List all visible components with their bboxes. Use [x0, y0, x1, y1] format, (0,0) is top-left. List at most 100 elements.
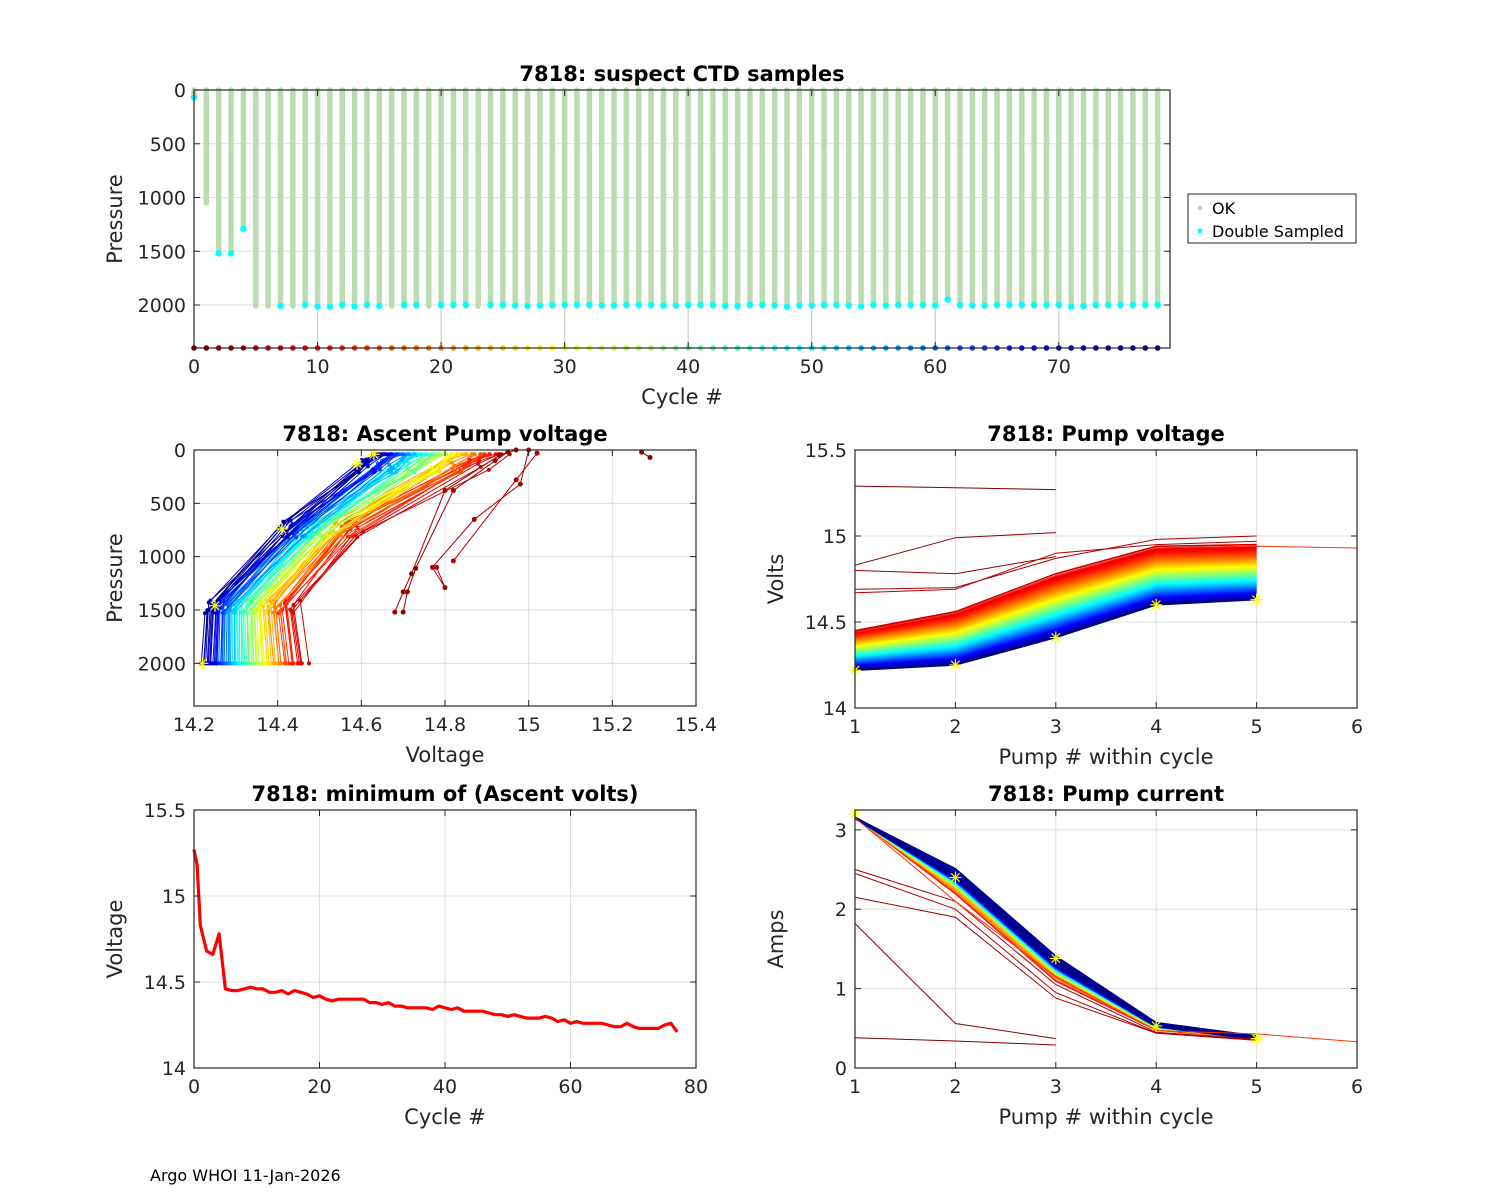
star-marker: [1250, 1032, 1263, 1045]
min-voltage-line: [192, 849, 679, 1033]
cycle-point: [224, 661, 229, 666]
double-sampled-point: [1006, 301, 1013, 309]
cycle-point: [251, 661, 256, 666]
cycle-point: [487, 452, 492, 457]
double-sampled-point: [1092, 301, 1100, 309]
cycle-point: [273, 661, 278, 666]
cycle-point: [213, 610, 218, 615]
cycle-point: [412, 452, 417, 457]
double-sampled-point: [647, 301, 655, 309]
double-sampled-point: [709, 301, 717, 309]
y-tick-label: 500: [150, 493, 186, 515]
cycle-point: [437, 452, 442, 457]
cycle-point: [208, 598, 213, 603]
double-sampled-point: [240, 225, 247, 232]
y-tick-label: 15: [162, 886, 186, 908]
star-stroke: [277, 524, 287, 534]
early-cycle-point: [496, 452, 502, 458]
cycle-point: [300, 534, 305, 539]
cycle-point: [280, 533, 285, 538]
double-sampled-point: [1018, 301, 1025, 309]
double-sampled-point: [339, 301, 346, 309]
cycle-point: [464, 452, 469, 457]
axes-pump-voltage: 1 2 3 4 5 6 14 14.5 15 15.5 7818: Pump voltage Pump…: [764, 422, 1363, 769]
double-sampled-point: [524, 302, 531, 310]
double-sampled-point: [623, 301, 630, 309]
cycle-point: [418, 452, 423, 457]
cycle-point: [486, 467, 491, 472]
cycle-point: [437, 469, 442, 474]
cycle-point: [238, 610, 243, 615]
double-sampled-point: [870, 301, 877, 309]
double-sampled-point: [722, 302, 729, 310]
cycle-point: [298, 661, 303, 666]
y-tick-label: 1000: [138, 547, 186, 569]
star-stroke: [1051, 632, 1061, 643]
x-axis-label: Cycle #: [404, 1105, 486, 1129]
double-sampled-point: [598, 302, 605, 309]
axes-ascent-pump-voltage: 14.2 14.4 14.6 14.8 15 15.2 15.4 0 500 1000 1500 20…: [103, 422, 717, 767]
cycle-point: [257, 661, 262, 666]
plot-content: [192, 849, 679, 1033]
x-tick-label: 15.2: [591, 714, 633, 736]
x-tick-label: 1: [849, 716, 861, 738]
double-sampled-point: [944, 296, 951, 303]
early-cycle-line: [854, 535, 1257, 590]
cycle-point: [291, 661, 296, 666]
legend-box: [1187, 193, 1357, 244]
early-cycle-line: [394, 449, 517, 613]
y-tick-label: 15: [823, 526, 847, 548]
double-sampled-point: [462, 301, 469, 309]
double-sampled-point: [919, 301, 927, 309]
x-tick-label: 60: [558, 1076, 582, 1098]
cycle-line: [854, 543, 1257, 632]
double-sampled-point: [1154, 301, 1161, 309]
double-sampled-point: [1080, 302, 1087, 310]
early-cycle-line: [854, 556, 1056, 575]
chart-title: 7818: Ascent Pump voltage: [282, 422, 607, 446]
double-sampled-point: [993, 301, 1001, 309]
legend-double-sampled-label: Double Sampled: [1212, 222, 1344, 241]
double-sampled-point: [969, 302, 976, 309]
cycle-point: [291, 611, 296, 616]
y-tick-label: 15.5: [144, 800, 186, 822]
x-tick-label: 1: [849, 1076, 861, 1098]
cycle-point: [448, 452, 453, 457]
x-tick-label: 0: [188, 356, 200, 378]
x-tick-label: 15: [517, 714, 541, 736]
x-tick-label: 2: [949, 1076, 961, 1098]
y-tick-label: 1500: [138, 241, 186, 263]
plot-content: [849, 485, 1358, 677]
x-axis-label: Pump # within cycle: [999, 1105, 1214, 1129]
cycle-point: [288, 607, 293, 612]
early-cycle-line: [854, 1037, 1056, 1046]
plot-content: [190, 87, 1161, 351]
double-sampled-point: [376, 302, 383, 310]
star-stroke: [1151, 1021, 1161, 1031]
double-sampled-point: [561, 301, 568, 309]
star-marker: [949, 871, 962, 884]
double-sampled-point: [512, 302, 519, 309]
plot-content: [196, 447, 653, 670]
plot-content: [849, 807, 1358, 1046]
double-sampled-point: [363, 301, 371, 309]
legend-ok-label: OK: [1212, 199, 1236, 218]
double-sampled-point: [499, 301, 507, 309]
cycle-point: [384, 452, 389, 457]
cycle-point: [378, 452, 383, 457]
star-marker: [1250, 593, 1263, 606]
star-marker: [1049, 631, 1062, 644]
double-sampled-point: [215, 250, 222, 257]
chart-title: 7818: Pump current: [988, 782, 1224, 806]
y-tick-label: 14: [823, 698, 847, 720]
star-marker: [949, 659, 962, 671]
cycle-point: [237, 661, 242, 666]
double-sampled-point: [610, 302, 618, 309]
cycle-line: [854, 552, 1257, 638]
x-tick-label: 50: [800, 356, 824, 378]
early-cycle-point: [639, 449, 645, 455]
y-tick-label: 3: [835, 820, 847, 842]
y-tick-label: 0: [835, 1058, 847, 1080]
cycle-point: [210, 661, 215, 666]
